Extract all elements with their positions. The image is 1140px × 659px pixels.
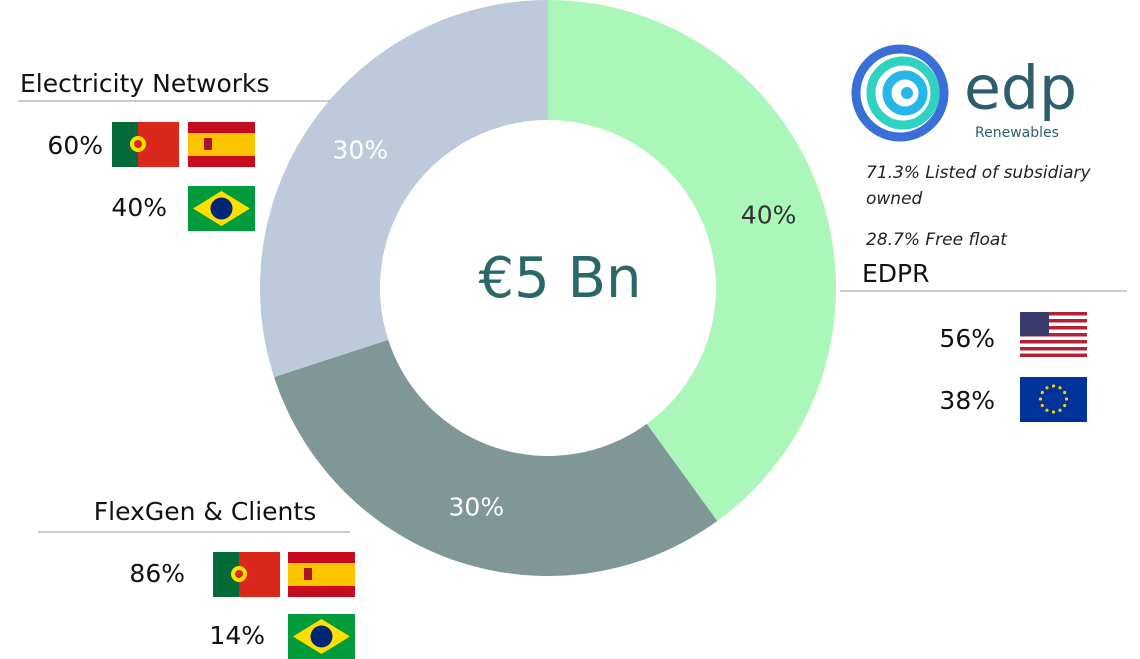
logo-ring	[866, 56, 940, 130]
flag	[1020, 312, 1087, 357]
donut	[260, 0, 836, 576]
logo-dot	[901, 87, 913, 99]
share: 60%	[47, 131, 103, 160]
center-label: €5 Bn	[479, 246, 642, 311]
share: 38%	[939, 386, 995, 415]
logo: edp Renewables	[851, 44, 1077, 142]
logo-ring	[882, 70, 928, 116]
flag	[188, 122, 255, 167]
share: 56%	[939, 324, 995, 353]
value-label: 30%	[333, 136, 389, 165]
flag	[112, 122, 179, 167]
logo-subtitle: Renewables	[975, 125, 1059, 141]
value-label: 40%	[741, 200, 797, 229]
value-label: 30%	[449, 493, 505, 522]
flag	[288, 552, 355, 597]
flag	[1020, 377, 1087, 422]
logo-ring	[851, 44, 949, 142]
note: 71.3% Listed of subsidiary owned	[866, 163, 1091, 209]
share: 14%	[209, 621, 265, 650]
flag	[188, 186, 255, 231]
panel-title: FlexGen & Clients	[94, 497, 316, 526]
share: 86%	[129, 559, 185, 588]
donut-segment	[548, 0, 836, 521]
logo-name: edp	[964, 54, 1077, 124]
donut-segment	[260, 0, 548, 377]
flag	[213, 552, 280, 597]
share: 40%	[111, 193, 167, 222]
flag	[288, 614, 355, 659]
note: 28.7% Free float	[866, 230, 1007, 250]
panel-title: Electricity Networks	[20, 69, 270, 98]
donut-segment	[274, 339, 718, 576]
panel-title: EDPR	[862, 259, 930, 288]
